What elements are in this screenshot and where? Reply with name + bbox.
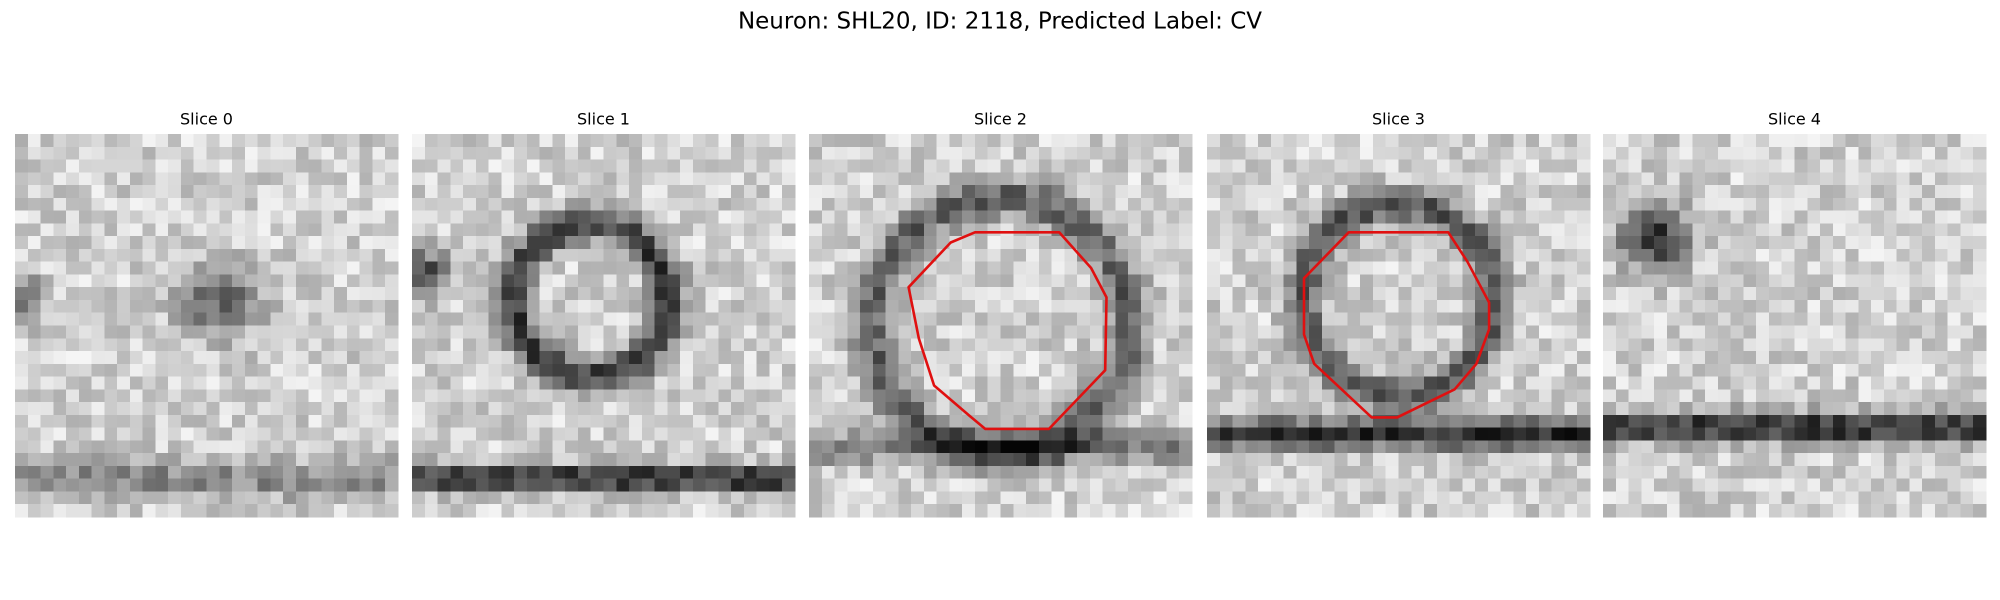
slice-image — [15, 134, 399, 518]
panel-title: Slice 2 — [974, 110, 1027, 129]
panel-title: Slice 0 — [180, 110, 233, 129]
slice-image — [1207, 134, 1591, 518]
slice-image — [809, 134, 1193, 518]
panels: Slice 0 Slice 1 Slice 2 Slice 3 Slice 4 — [15, 110, 1987, 518]
segmentation-contour — [1302, 231, 1491, 419]
slice-panel: Slice 1 — [412, 110, 796, 518]
slice-image — [412, 134, 796, 518]
slice-panel: Slice 0 — [15, 110, 399, 518]
slice-panel: Slice 3 — [1207, 110, 1591, 518]
slice-image — [1603, 134, 1987, 518]
segmentation-contour — [907, 231, 1108, 431]
figure-title: Neuron: SHL20, ID: 2118, Predicted Label… — [738, 9, 1262, 35]
slice-panel: Slice 4 — [1603, 110, 1987, 518]
panel-title: Slice 3 — [1372, 110, 1425, 129]
panel-title: Slice 1 — [577, 110, 630, 129]
slice-panel: Slice 2 — [809, 110, 1193, 518]
panel-title: Slice 4 — [1768, 110, 1821, 129]
